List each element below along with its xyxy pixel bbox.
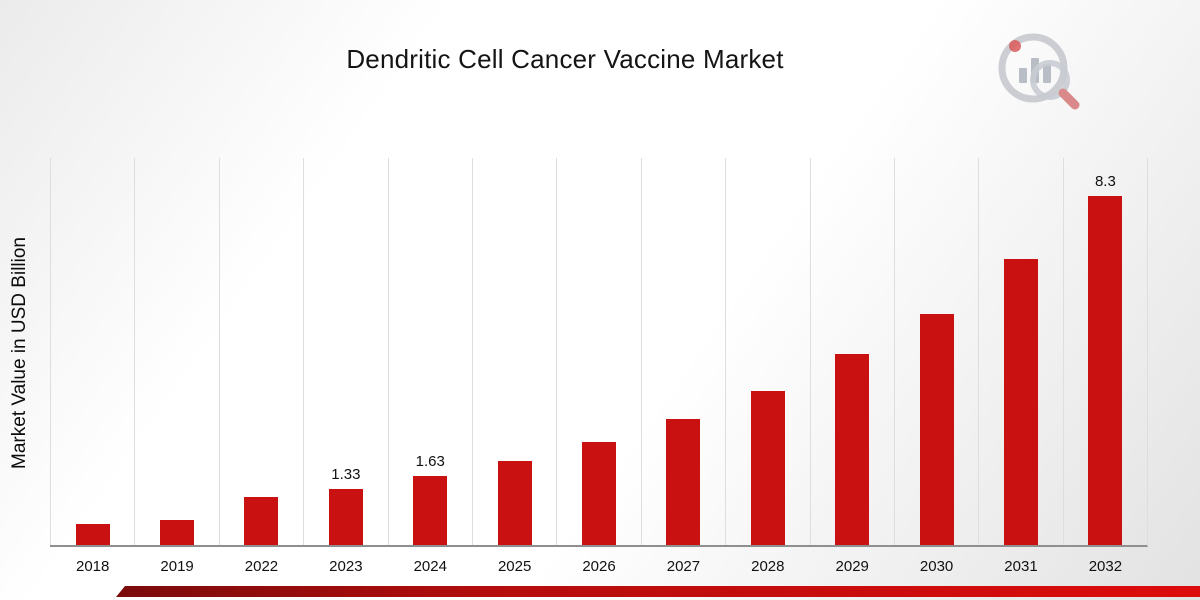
chart-column-2026: 2026 (556, 158, 640, 575)
chart-column-2032: 8.3 2032 (1062, 158, 1147, 575)
chart-column-2031: 2031 (978, 158, 1062, 575)
chart-column-2030: 2030 (893, 158, 978, 575)
x-tick-2027: 2027 (666, 558, 701, 575)
x-tick-2028: 2028 (751, 558, 785, 575)
bar-2031 (1003, 258, 1038, 545)
x-tick-2023: 2023 (329, 558, 363, 575)
bar-2026 (582, 441, 617, 545)
chart-column-2024: 1.63 2024 (387, 158, 472, 575)
x-tick-2029: 2029 (835, 558, 869, 575)
bar-2029 (835, 353, 870, 545)
x-tick-2032: 2032 (1088, 558, 1123, 575)
bar-2027 (666, 418, 701, 545)
market-research-logo (993, 28, 1085, 114)
bar-2030 (919, 313, 954, 545)
y-axis-label-text: Market Value in USD Billion (9, 236, 30, 469)
bar-2019 (160, 519, 195, 545)
chart-plot: 2018 2019 2022 1.33 2023 1.63 2024 2025 2026 2027… (50, 158, 1148, 575)
bar-2032 (1088, 195, 1123, 545)
bar-value-label-2024: 1.63 (415, 453, 445, 471)
chart-column-2028: 2028 (725, 158, 809, 575)
chart-column-2029: 2029 (809, 158, 894, 575)
bar-2025 (497, 460, 532, 545)
chart-column-2018: 2018 (50, 158, 134, 575)
x-tick-2019: 2019 (160, 558, 194, 575)
chart-column-2027: 2027 (640, 158, 725, 575)
x-tick-2030: 2030 (919, 558, 954, 575)
chart-column-2023: 1.33 2023 (303, 158, 387, 575)
bar-value-label-2032: 8.3 (1094, 172, 1116, 190)
page-title: Dendritic Cell Cancer Vaccine Market (346, 44, 784, 74)
x-tick-2031: 2031 (1004, 558, 1038, 575)
bottom-ribbon (116, 586, 1200, 597)
bar-value-label-2023: 1.33 (331, 466, 361, 484)
x-tick-2026: 2026 (582, 558, 616, 575)
bar-2023 (328, 489, 363, 545)
chart-column-2019: 2019 (134, 158, 218, 575)
bar-2018 (75, 523, 110, 545)
x-tick-2024: 2024 (413, 558, 447, 575)
x-tick-2025: 2025 (497, 558, 532, 575)
y-axis-label: Market Value in USD Billion (6, 160, 34, 545)
x-tick-2018: 2018 (76, 558, 110, 575)
bar-2024 (413, 476, 448, 545)
logo-graphic (998, 33, 1080, 110)
chart-column-2025: 2025 (471, 158, 556, 575)
bar-2028 (750, 391, 785, 545)
chart-column-2022: 2022 (218, 158, 303, 575)
bar-2022 (244, 496, 279, 545)
x-tick-2022: 2022 (244, 558, 279, 575)
